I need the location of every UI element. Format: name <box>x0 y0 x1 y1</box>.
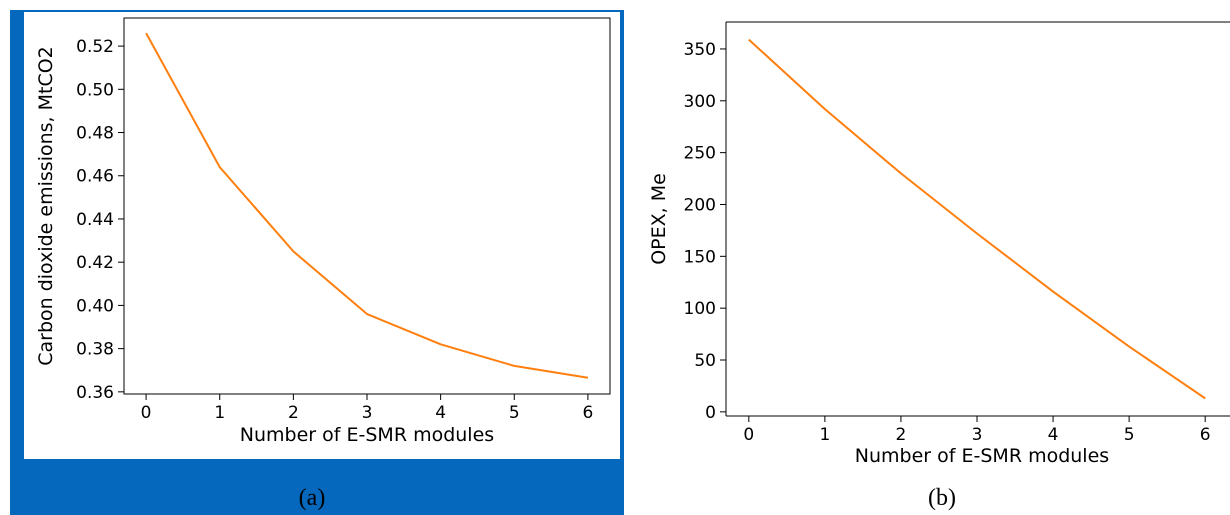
chart-a-y-tick-label: 0.50 <box>76 80 114 100</box>
chart-a-y-axis-label: Carbon dioxide emissions, MtCO2 <box>35 46 57 366</box>
chart-a-plot-frame <box>123 17 611 395</box>
chart-a-x-tick-label: 3 <box>362 403 373 423</box>
chart-b-x-ticks: 0 1 2 3 4 5 6 <box>743 416 1211 445</box>
chart-b-x-tick-label: 2 <box>896 425 907 445</box>
chart-a-x-tick-label: 2 <box>288 403 299 423</box>
chart-b-y-axis-label: OPEX, Me <box>648 173 670 265</box>
chart-b-x-tick-label: 0 <box>743 425 754 445</box>
chart-a-x-tick-label: 4 <box>435 403 446 423</box>
chart-b-x-tick-label: 4 <box>1048 425 1059 445</box>
chart-a-y-tick-label: 0.42 <box>76 253 114 273</box>
chart-a-x-ticks: 0 1 2 3 4 5 6 <box>141 394 593 423</box>
chart-a-x-tick-label: 1 <box>214 403 225 423</box>
chart-a-x-tick-label: 5 <box>509 403 520 423</box>
chart-b-y-tick-label: 100 <box>684 299 716 319</box>
chart-a-y-tick-label: 0.46 <box>76 167 114 187</box>
chart-b-y-tick-label: 250 <box>684 144 716 164</box>
chart-a-series <box>145 32 589 379</box>
chart-a-y-tick-label: 0.38 <box>76 340 114 360</box>
chart-b-series-line <box>748 38 1206 400</box>
chart-b-y-tick-label: 150 <box>684 247 716 267</box>
chart-a-y-tick-label: 0.48 <box>76 124 114 144</box>
chart-b-y-ticks: 0 50 100 150 200 250 300 350 <box>684 40 726 423</box>
chart-b-series <box>748 38 1206 400</box>
chart-b-caption: (b) <box>928 485 956 511</box>
chart-b-y-tick-label: 300 <box>684 92 716 112</box>
chart-a-series-line <box>145 32 589 379</box>
chart-a-y-tick-label: 0.36 <box>76 383 114 403</box>
chart-a-y-tick-label: 0.52 <box>76 37 114 57</box>
panel-a-plot-area-background <box>24 12 620 459</box>
chart-b-x-tick-label: 3 <box>972 425 983 445</box>
chart-a-y-tick-label: 0.44 <box>76 210 114 230</box>
chart-b-x-tick-label: 5 <box>1124 425 1135 445</box>
chart-a-caption: (a) <box>299 485 326 511</box>
chart-a-y-ticks: 0.36 0.38 0.40 0.42 0.44 0.46 0.48 0.50 0.52 <box>76 37 124 403</box>
chart-b-x-axis-label: Number of E-SMR modules <box>855 445 1109 467</box>
chart-b-y-tick-label: 200 <box>684 195 716 215</box>
chart-a: 0.36 0.38 0.40 0.42 0.44 0.46 0.48 0.50 0.52 0 1 2… <box>35 17 611 511</box>
chart-b-y-tick-label: 0 <box>705 403 716 423</box>
chart-b-x-tick-label: 6 <box>1200 425 1211 445</box>
chart-a-x-tick-label: 0 <box>141 403 152 423</box>
chart-b-y-tick-label: 50 <box>694 351 716 371</box>
chart-a-y-tick-label: 0.40 <box>76 296 114 316</box>
chart-b-x-tick-label: 1 <box>819 425 830 445</box>
chart-a-x-tick-label: 6 <box>582 403 593 423</box>
chart-b-y-tick-label: 350 <box>684 40 716 60</box>
chart-b: 0 50 100 150 200 250 300 350 0 1 2 3 4 5 6 Number of … <box>648 21 1230 511</box>
chart-a-x-axis-label: Number of E-SMR modules <box>240 424 494 446</box>
